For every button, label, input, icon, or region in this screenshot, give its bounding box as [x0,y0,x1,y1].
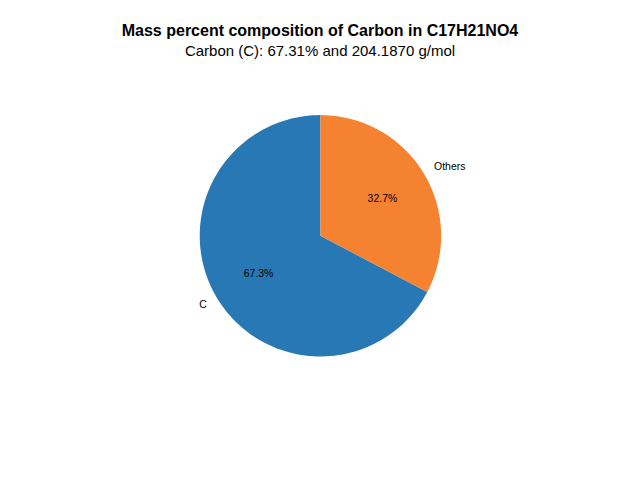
svg-text:32.7%: 32.7% [368,193,398,204]
svg-text:Others: Others [434,161,465,172]
svg-text:C: C [199,299,207,310]
svg-text:67.3%: 67.3% [244,268,274,279]
html-text:Carbon (C): 67.31% and 204.187: Carbon (C): 67.31% and 204.1870 g/mol [184,42,456,59]
html-text:Mass percent composition of Ca: Mass percent composition of Carbon in C1… [121,22,519,39]
